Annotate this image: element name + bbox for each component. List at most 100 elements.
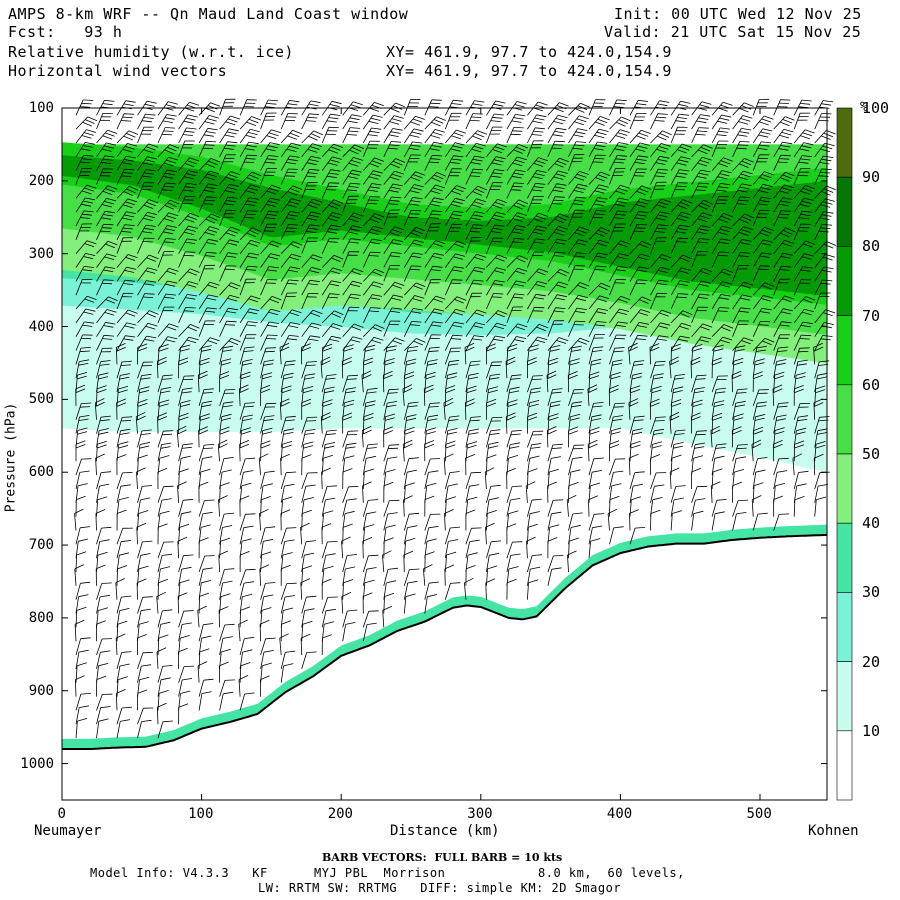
wind-barb-shaft xyxy=(280,499,284,517)
wind-barb-shaft xyxy=(383,337,396,351)
wind-barb-shaft xyxy=(301,169,310,185)
wind-barb-shaft xyxy=(732,239,743,254)
wind-barb-shaft xyxy=(486,335,496,351)
wind-barb-flag xyxy=(658,224,669,227)
wind-barb-shaft xyxy=(178,294,188,310)
wind-barb-shaft xyxy=(752,197,762,213)
wind-barb-flag xyxy=(95,509,106,514)
wind-barb-shaft xyxy=(280,417,287,434)
wind-barb-shaft xyxy=(198,320,206,337)
wind-barb-flag xyxy=(718,297,729,300)
y-tick-label: 800 xyxy=(28,609,54,626)
wind-barb-flag xyxy=(352,336,363,340)
wind-barb-flag xyxy=(83,311,94,315)
wind-barb-flag xyxy=(182,443,193,446)
wind-barb-shaft xyxy=(178,500,184,517)
wind-barb-flag xyxy=(610,375,621,380)
wind-barb-flag xyxy=(406,358,417,362)
wind-barb-flag xyxy=(785,116,795,121)
wind-barb-shaft xyxy=(198,252,207,268)
wind-barb-shaft xyxy=(321,293,330,310)
wind-barb-flag xyxy=(731,370,742,376)
wind-barb-flag xyxy=(572,392,583,394)
wind-barb-shaft xyxy=(732,158,745,171)
wind-barb-shaft xyxy=(547,500,554,517)
wind-barb-flag xyxy=(576,252,587,255)
wind-barb-shaft xyxy=(157,721,164,739)
wind-barb-flag xyxy=(711,429,721,435)
wind-barb-flag xyxy=(122,416,133,418)
wind-barb-flag xyxy=(554,163,564,168)
wind-barb-flag xyxy=(777,350,788,352)
wind-barb-flag xyxy=(780,154,791,157)
wind-barb-flag xyxy=(535,238,546,241)
wind-barb-flag xyxy=(639,142,650,146)
wind-barb-shaft xyxy=(506,127,515,144)
wind-barb-flag xyxy=(206,118,217,122)
wind-barb-shaft xyxy=(157,306,165,324)
wind-barb-flag xyxy=(280,402,290,407)
wind-barb-flag xyxy=(487,565,498,570)
wind-barb-flag xyxy=(656,116,667,119)
wind-barb-shaft xyxy=(116,155,127,171)
wind-barb-shaft xyxy=(260,472,266,490)
wind-barb-flag xyxy=(239,495,250,500)
wind-barb-flag xyxy=(697,162,708,167)
wind-barb-shaft xyxy=(239,375,242,393)
wind-barb-shaft xyxy=(363,324,376,337)
wind-barb-shaft xyxy=(178,281,190,296)
wind-barb-shaft xyxy=(752,403,758,420)
wind-barb-flag xyxy=(368,120,379,124)
wind-barb-flag xyxy=(346,378,357,380)
wind-barb-flag xyxy=(616,145,627,148)
wind-barb-shaft xyxy=(527,183,536,199)
wind-barb-flag xyxy=(452,279,463,281)
wind-barb-flag xyxy=(739,297,750,301)
wind-barb-shaft xyxy=(650,169,659,185)
wind-barb-flag xyxy=(493,214,504,218)
wind-barb-flag xyxy=(568,430,579,435)
wind-barb-flag xyxy=(527,357,537,362)
wind-barb-shaft xyxy=(670,280,681,296)
wind-barb-flag xyxy=(533,130,544,133)
wind-barb-flag xyxy=(429,203,440,207)
wind-barb-flag xyxy=(80,581,91,584)
wind-barb-shaft xyxy=(157,268,170,282)
wind-barb-flag xyxy=(100,230,111,232)
wind-barb-shaft xyxy=(444,485,449,503)
wind-barb-flag xyxy=(426,482,437,487)
wind-barb-flag xyxy=(180,400,191,404)
wind-barb-flag xyxy=(407,580,418,584)
wind-barb-flag xyxy=(637,334,648,337)
wind-barb-shaft xyxy=(219,624,226,642)
wind-barb-flag xyxy=(388,134,399,137)
wind-barb-shaft xyxy=(773,240,785,254)
wind-barb-shaft xyxy=(96,527,102,545)
wind-barb-shaft xyxy=(96,388,98,406)
wind-barb-shaft xyxy=(629,279,638,296)
wind-barb-shaft xyxy=(465,388,468,406)
wind-barb-flag xyxy=(87,116,98,122)
wind-barb-shaft xyxy=(342,347,345,365)
wind-barb-flag xyxy=(731,374,742,380)
wind-barb-flag xyxy=(371,238,382,242)
wind-barb-flag xyxy=(424,388,434,394)
wind-barb-flag xyxy=(80,347,91,349)
wind-barb-shaft xyxy=(116,237,124,254)
wind-barb-shaft xyxy=(279,347,282,365)
wind-barb-shaft xyxy=(629,198,641,213)
wind-barb-flag xyxy=(433,141,444,145)
wind-barb-shaft xyxy=(178,127,187,144)
wind-barb-flag xyxy=(83,210,94,213)
wind-barb-flag xyxy=(782,197,793,200)
wind-barb-shaft xyxy=(568,196,577,213)
wind-barb-flag xyxy=(227,118,238,123)
wind-barb-shaft xyxy=(670,310,684,324)
wind-barb-shaft xyxy=(793,223,802,240)
wind-barb-shaft xyxy=(732,141,741,157)
wind-barb-shaft xyxy=(363,268,376,282)
wind-barb-shaft xyxy=(198,102,211,116)
wind-barb-flag xyxy=(82,269,93,272)
wind-barb-shaft xyxy=(527,582,529,600)
wind-barb-shaft xyxy=(527,114,537,130)
